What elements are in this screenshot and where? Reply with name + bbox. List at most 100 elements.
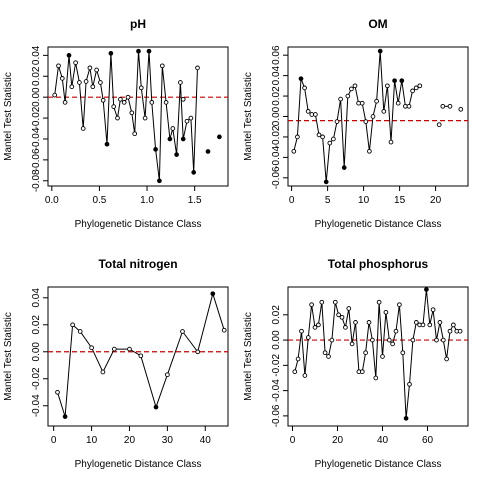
data-point: [420, 322, 426, 328]
data-point: [331, 136, 336, 142]
data-point: [440, 337, 446, 343]
y-tick-label: -0.08: [31, 169, 42, 192]
data-point: [302, 373, 308, 378]
data-point: [94, 67, 99, 73]
data-point: [424, 287, 429, 292]
data-point: [457, 328, 463, 334]
chart-title: Total phosphorus: [328, 257, 429, 271]
data-point: [327, 140, 333, 146]
data-point: [210, 291, 216, 297]
data-point: [295, 134, 300, 140]
data-point: [326, 354, 331, 359]
x-axis-label: Phylogenetic Distance Class: [315, 219, 442, 230]
data-point: [149, 100, 155, 105]
data-point: [353, 320, 358, 325]
x-tick-label: 15: [394, 195, 406, 206]
data-point: [295, 356, 301, 362]
data-point: [305, 335, 311, 340]
data-point: [132, 131, 138, 137]
data-point: [69, 84, 75, 90]
data-point: [380, 354, 385, 359]
data-point: [410, 337, 416, 343]
data-point: [80, 126, 86, 131]
data-point: [165, 372, 170, 378]
data-point: [359, 369, 365, 375]
y-tick-label: -0.04: [271, 379, 282, 402]
y-tick-label: 0.00: [271, 330, 282, 350]
y-tick-label: -0.06: [271, 404, 282, 427]
data-point: [458, 106, 464, 112]
y-tick-label: 0.02: [31, 315, 42, 335]
y-axis-label: Mantel Test Statistic: [243, 312, 254, 401]
data-point: [87, 65, 93, 71]
x-axis-label: Phylogenetic Distance Class: [75, 459, 202, 470]
data-point: [322, 350, 328, 356]
x-tick-label: 1.5: [188, 195, 202, 206]
data-point: [341, 165, 347, 170]
x-tick-label: 0: [290, 435, 296, 446]
data-point: [138, 353, 144, 359]
y-tick-label: 0.06: [271, 45, 282, 65]
x-tick-label: 20: [430, 195, 442, 206]
data-point: [434, 337, 439, 343]
data-point: [319, 299, 325, 305]
data-point: [366, 320, 372, 325]
data-point: [346, 306, 352, 311]
data-point: [381, 109, 387, 114]
data-point: [407, 381, 412, 387]
data-point: [153, 147, 158, 152]
x-tick-label: 0.5: [92, 195, 106, 206]
data-point: [349, 86, 354, 92]
data-point: [305, 109, 311, 114]
series-line: [294, 289, 461, 419]
data-point: [62, 414, 68, 419]
data-point: [83, 79, 89, 84]
data-point: [221, 327, 227, 333]
data-point: [159, 63, 165, 69]
y-tick-label: 0.02: [271, 305, 282, 325]
data-point: [59, 76, 65, 81]
y-tick-label: -0.04: [31, 394, 42, 417]
data-point: [373, 375, 379, 381]
x-axis-label: Phylogenetic Distance Class: [75, 219, 202, 230]
data-point: [292, 369, 298, 375]
panel-3: Total nitrogen 0 10 20 30 40 -0.04 -0.02 0.00 0.0…: [3, 257, 229, 470]
data-point: [62, 100, 68, 105]
y-tick-label: 0.02: [271, 86, 282, 106]
data-point: [403, 416, 409, 421]
chart-title: pH: [130, 17, 146, 31]
data-point: [178, 80, 183, 85]
y-tick-label: 0.04: [271, 65, 282, 85]
data-point: [367, 148, 372, 154]
data-point: [388, 139, 394, 145]
data-point: [349, 341, 355, 347]
data-point: [392, 78, 397, 84]
data-point: [89, 345, 94, 351]
data-point: [111, 104, 117, 109]
chart-title: Total nitrogen: [98, 257, 177, 271]
x-axis-label: Phylogenetic Distance Class: [315, 459, 442, 470]
plot-frame: [47, 46, 229, 187]
data-point: [184, 118, 190, 124]
data-point: [376, 299, 382, 305]
data-point: [399, 78, 405, 84]
y-tick-label: 0.04: [31, 45, 42, 65]
data-point: [125, 94, 131, 100]
x-tick-label: 30: [162, 435, 174, 446]
data-point: [66, 53, 72, 58]
data-point: [447, 103, 453, 109]
data-point: [332, 299, 338, 305]
data-point: [77, 329, 83, 334]
data-point: [195, 349, 201, 355]
data-point: [205, 149, 211, 154]
data-point: [393, 328, 399, 334]
y-tick-label: -0.02: [271, 125, 282, 148]
data-point: [77, 80, 82, 85]
data-point: [413, 85, 419, 91]
data-point: [170, 126, 176, 131]
y-tick-label: -0.02: [31, 367, 42, 390]
y-tick-label: 0.02: [31, 66, 42, 86]
y-axis-label: Mantel Test Statistic: [3, 312, 14, 401]
x-tick-label: 60: [422, 435, 434, 446]
